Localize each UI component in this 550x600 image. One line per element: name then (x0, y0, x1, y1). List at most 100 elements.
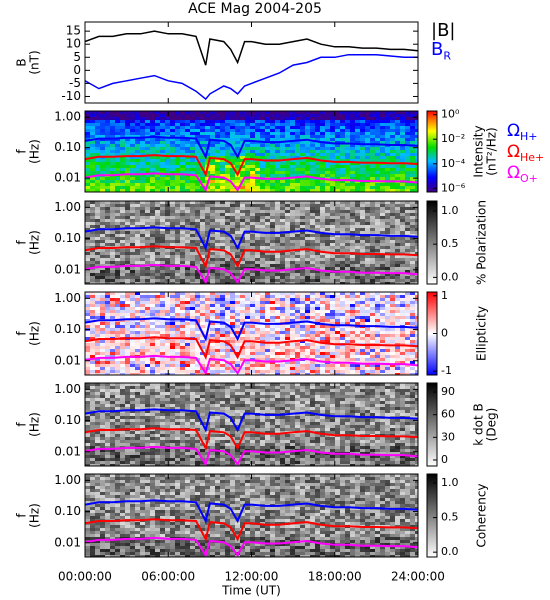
spectrogram-cell (355, 183, 360, 186)
spectrogram-cell (250, 111, 255, 114)
spectrogram-cell (360, 292, 365, 295)
spectrogram-cell (385, 264, 390, 267)
spectrogram-cell (265, 310, 270, 313)
spectrogram-cell (110, 258, 115, 261)
spectrogram-cell (270, 111, 275, 114)
spectrogram-cell (295, 310, 300, 313)
spectrogram-cell (295, 295, 300, 298)
spectrogram-cell (115, 210, 120, 213)
spectrogram-cell (280, 316, 285, 319)
spectrogram-cell (320, 144, 325, 147)
spectrogram-cell (260, 270, 265, 273)
spectrogram-cell (245, 144, 250, 147)
spectrogram-cell (215, 189, 220, 192)
spectrogram-cell (140, 252, 145, 255)
spectrogram-cell (320, 334, 325, 337)
spectrogram-cell (410, 177, 415, 180)
spectrogram-cell (365, 258, 370, 261)
spectrogram-cell (415, 264, 418, 267)
spectrogram-cell (155, 183, 160, 186)
spectrogram-cell (140, 249, 145, 252)
spectrogram-cell (385, 201, 390, 204)
spectrogram-cell (125, 147, 130, 150)
spectrogram-cell (135, 222, 140, 225)
spectrogram-cell (385, 295, 390, 298)
spectrogram-cell (130, 129, 135, 132)
spectrogram-cell (270, 258, 275, 261)
spectrogram-cell (395, 129, 400, 132)
spectrogram-cell (355, 141, 360, 144)
spectrogram-cell (170, 189, 175, 192)
spectrogram-cell (230, 310, 235, 313)
spectrogram-cell (260, 129, 265, 132)
spectrogram-cell (275, 325, 280, 328)
spectrogram-cell (415, 216, 418, 219)
spectrogram-cell (290, 219, 295, 222)
spectrogram-cell (125, 328, 130, 331)
spectrogram-cell (90, 292, 95, 295)
spectrogram-cell (250, 114, 255, 117)
spectrogram-cell (250, 276, 255, 279)
spectrogram-cell (270, 174, 275, 177)
spectrogram-cell (195, 319, 200, 322)
spectrogram-cell (270, 228, 275, 231)
spectrogram-cell (410, 267, 415, 270)
spectrogram-cell (330, 231, 335, 234)
spectrogram-cell (295, 273, 300, 276)
spectrogram-cell (355, 246, 360, 249)
spectrogram-cell (100, 322, 105, 325)
spectrogram-cell (160, 228, 165, 231)
spectrogram-cell (310, 261, 315, 264)
spectrogram-cell (345, 331, 350, 334)
spectrogram-cell (175, 159, 180, 162)
spectrogram-cell (170, 132, 175, 135)
spectrogram-cell (170, 177, 175, 180)
spectrogram-cell (300, 325, 305, 328)
spectrogram-cell (185, 117, 190, 120)
spectrogram-cell (360, 337, 365, 340)
spectrogram-cell (255, 216, 260, 219)
spectrogram-cell (335, 147, 340, 150)
spectrogram-cell (390, 273, 395, 276)
spectrogram-cell (90, 204, 95, 207)
spectrogram-cell (160, 325, 165, 328)
spectrogram-cell (110, 273, 115, 276)
spectrogram-cell (245, 316, 250, 319)
spectrogram-cell (165, 147, 170, 150)
spectrogram-cell (305, 129, 310, 132)
spectrogram-cell (85, 150, 90, 153)
spectrogram-cell (280, 258, 285, 261)
spectrogram-cell (185, 343, 190, 346)
spectrogram-cell (115, 204, 120, 207)
spectrogram-cell (240, 219, 245, 222)
spectrogram-cell (385, 298, 390, 301)
spectrogram-cell (345, 168, 350, 171)
spectrogram-cell (225, 316, 230, 319)
spectrogram-cell (105, 264, 110, 267)
spectrogram-cell (360, 282, 365, 284)
spectrogram-cell (90, 243, 95, 246)
spectrogram-cell (385, 159, 390, 162)
spectrogram-cell (285, 171, 290, 174)
spectrogram-cell (245, 334, 250, 337)
spectrogram-cell (395, 276, 400, 279)
spectrogram-cell (405, 279, 410, 282)
spectrogram-cell (210, 216, 215, 219)
spectrogram-cell (285, 210, 290, 213)
spectrogram-cell (285, 337, 290, 340)
spectrogram-cell (165, 123, 170, 126)
spectrogram-cell (260, 171, 265, 174)
spectrogram-cell (205, 264, 210, 267)
spectrogram-cell (280, 228, 285, 231)
spectrogram-cell (235, 261, 240, 264)
spectrogram-cell (275, 264, 280, 267)
spectrogram-cell (320, 129, 325, 132)
spectrogram-cell (345, 222, 350, 225)
spectrogram-cell (400, 295, 405, 298)
spectrogram-cell (105, 147, 110, 150)
spectrogram-cell (355, 255, 360, 258)
spectrogram-cell (385, 225, 390, 228)
spectrogram-cell (115, 273, 120, 276)
spectrogram-cell (255, 165, 260, 168)
spectrogram-cell (190, 144, 195, 147)
